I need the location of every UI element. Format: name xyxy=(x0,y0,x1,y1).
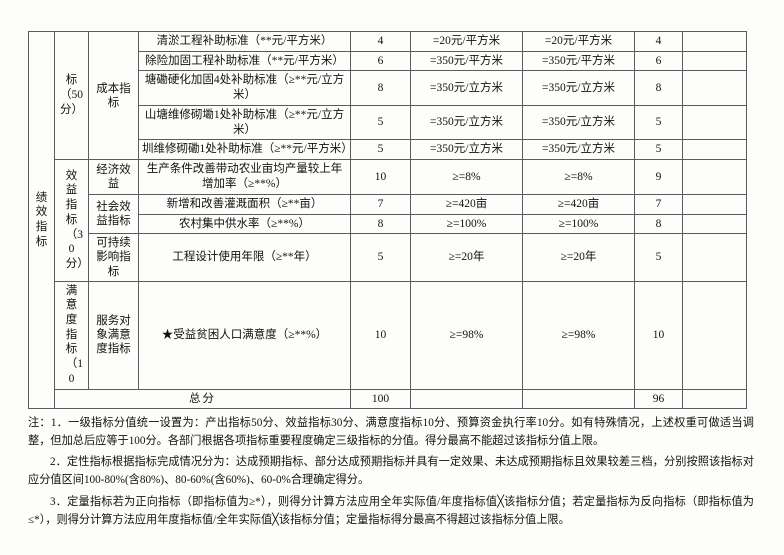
indicator-annual-target: ≥=420亩 xyxy=(410,194,523,215)
indicator-score: 8 xyxy=(634,70,683,106)
indicator-weight: 5 xyxy=(350,139,411,161)
indicator-name: 圳维修砌磡1处补助标准（≥**元/平方米） xyxy=(138,139,353,161)
indicator-remark xyxy=(682,50,747,72)
indicator-annual-target: ≥=98% xyxy=(410,280,523,390)
notes-prefix: 注： xyxy=(28,417,51,429)
indicator-remark xyxy=(682,104,747,141)
table-row: 满意度指标（10 服务对象满意度指标 ★受益贫困人口满意度（≥**%） 10 ≥… xyxy=(29,280,747,390)
performance-indicator-table: 绩效指标 标 （50 分） 成本指标 清淤工程补助标准（**元/平方米） 4 =… xyxy=(28,30,747,410)
indicator-score: 8 xyxy=(634,213,683,235)
total-remark xyxy=(682,388,747,410)
indicator-name: 清淤工程补助标准（**元/平方米） xyxy=(138,31,351,52)
indicator-name: 生产条件改善带动农业亩均产量较上年增加率（≥**%） xyxy=(138,159,351,196)
category-output-label: 标 （50 分） xyxy=(54,30,89,161)
indicator-remark xyxy=(682,31,747,52)
category-output-text: 标 （50 分） xyxy=(60,74,83,116)
indicator-annual-target: =20元/平方米 xyxy=(410,31,523,52)
indicator-score: 10 xyxy=(634,280,683,390)
indicator-score: 6 xyxy=(634,50,683,72)
indicator-remark xyxy=(682,139,747,161)
total-label: 总分 xyxy=(54,388,351,410)
total-weight: 100 xyxy=(350,388,411,410)
indicator-actual-value: ≥=98% xyxy=(522,280,635,390)
indicator-remark xyxy=(682,233,747,282)
group-economic-benefit: 经济效益 xyxy=(88,159,139,196)
note-item-3: 3．定量指标若为正向指标（即指标值为≥*），则得分计算方法应用全年实际值/年度指… xyxy=(28,493,754,529)
indicator-actual-value: ≥=100% xyxy=(522,213,635,235)
indicator-weight: 5 xyxy=(350,233,411,282)
table-total-row: 总分 100 96 xyxy=(29,388,747,410)
table-row: 塘磡硬化加固4处补助标准（≥**元/立方米） 8 =350元/立方米 =350元… xyxy=(29,70,747,106)
note-2-text: 2．定性指标根据指标完成情况分为：达成预期指标、部分达成预期指标并具有一定效果、… xyxy=(28,456,754,487)
indicator-score: 5 xyxy=(634,233,683,282)
indicator-name: 农村集中供水率（≥**%） xyxy=(138,213,351,235)
table-row: 圳维修砌磡1处补助标准（≥**元/平方米） 5 =350元/立方米 =350元/… xyxy=(29,139,747,161)
indicator-annual-target: ≥=100% xyxy=(410,213,523,235)
category-benefit-label: 效益指标（30分） xyxy=(54,159,89,282)
indicator-score: 9 xyxy=(634,159,683,196)
table-row: 山塘维修砌墈1处补助标准（≥**元/立方米） 5 =350元/立方米 =350元… xyxy=(29,104,747,141)
indicator-weight: 10 xyxy=(350,159,411,196)
indicator-remark xyxy=(682,280,747,390)
indicator-weight: 10 xyxy=(350,280,411,390)
notes-section: 注：1．一级指标分值统一设置为：产出指标50分、效益指标30分、满意度指标10分… xyxy=(28,414,754,532)
category-satisfaction-text: 满意度指标（10 xyxy=(65,284,83,385)
table-row: 效益指标（30分） 经济效益 生产条件改善带动农业亩均产量较上年增加率（≥**%… xyxy=(29,159,747,282)
table-row: 可持续影响指标 工程设计使用年限（≥**年） 5 ≥=20年 ≥=20年 5 xyxy=(29,233,747,282)
indicator-actual-value: =350元/立方米 xyxy=(522,70,635,106)
indicator-actual-value: =20元/平方米 xyxy=(522,31,635,52)
indicator-weight: 5 xyxy=(350,104,411,141)
indicator-actual-value: ≥=20年 xyxy=(522,233,635,282)
note-3-text: 3．定量指标若为正向指标（即指标值为≥*），则得分计算方法应用全年实际值/年度指… xyxy=(28,495,754,526)
indicator-name: 山塘维修砌墈1处补助标准（≥**元/立方米） xyxy=(138,104,351,141)
total-score: 96 xyxy=(634,388,683,410)
indicator-score: 5 xyxy=(634,139,683,161)
indicator-remark xyxy=(682,213,747,235)
indicator-weight: 8 xyxy=(350,213,411,235)
indicator-weight: 4 xyxy=(350,31,411,52)
table-row: 社会效益指标 新增和改善灌溉面积（≥**亩） 7 ≥=420亩 ≥=420亩 7 xyxy=(29,194,747,235)
indicator-annual-target: =350元/平方米 xyxy=(410,50,523,72)
indicator-name: 新增和改善灌溉面积（≥**亩） xyxy=(138,194,351,215)
indicator-weight: 7 xyxy=(350,194,411,215)
indicator-annual-target: =350元/立方米 xyxy=(410,104,523,141)
indicator-remark xyxy=(682,70,747,106)
level1-indicator-text: 绩效指标 xyxy=(35,191,48,248)
indicator-actual-value: =350元/平方米 xyxy=(522,50,635,72)
indicator-score: 5 xyxy=(634,104,683,141)
level1-indicator-label: 绩效指标 xyxy=(28,30,55,410)
indicator-annual-target: ≥=20年 xyxy=(410,233,523,282)
indicator-name: 除险加固工程补助标准（**元/平方米） xyxy=(138,50,351,72)
total-annual-target xyxy=(410,388,523,410)
category-benefit-text: 效益指标（30分） xyxy=(65,169,89,271)
indicator-name: 塘磡硬化加固4处补助标准（≥**元/立方米） xyxy=(138,70,351,106)
indicator-remark xyxy=(682,159,747,196)
performance-indicator-table-wrapper: 绩效指标 标 （50 分） 成本指标 清淤工程补助标准（**元/平方米） 4 =… xyxy=(28,30,747,410)
indicator-actual-value: ≥=8% xyxy=(522,159,635,196)
indicator-actual-value: =350元/立方米 xyxy=(522,104,635,141)
indicator-name: ★受益贫困人口满意度（≥**%） xyxy=(138,280,351,390)
indicator-annual-target: ≥=8% xyxy=(410,159,523,196)
indicator-remark xyxy=(682,194,747,215)
indicator-annual-target: =350元/立方米 xyxy=(410,139,523,161)
group-cost-indicator: 成本指标 xyxy=(88,30,139,161)
indicator-name: 工程设计使用年限（≥**年） xyxy=(138,233,351,282)
indicator-score: 4 xyxy=(634,31,683,52)
total-actual-value xyxy=(522,388,635,410)
category-satisfaction-label: 满意度指标（10 xyxy=(54,280,89,390)
table-row: 绩效指标 标 （50 分） 成本指标 清淤工程补助标准（**元/平方米） 4 =… xyxy=(28,30,747,410)
group-service-satisfaction: 服务对象满意度指标 xyxy=(88,280,139,390)
note-item-1: 注：1．一级指标分值统一设置为：产出指标50分、效益指标30分、满意度指标10分… xyxy=(28,414,754,450)
indicator-actual-value: =350元/立方米 xyxy=(522,139,635,161)
indicator-weight: 6 xyxy=(350,50,411,72)
indicator-actual-value: ≥=420亩 xyxy=(522,194,635,215)
note-1-text: 1．一级指标分值统一设置为：产出指标50分、效益指标30分、满意度指标10分、预… xyxy=(28,417,754,448)
indicator-score: 7 xyxy=(634,194,683,215)
group-sustainable-impact: 可持续影响指标 xyxy=(88,233,139,282)
note-item-2: 2．定性指标根据指标完成情况分为：达成预期指标、部分达成预期指标并具有一定效果、… xyxy=(28,453,754,489)
group-social-benefit: 社会效益指标 xyxy=(88,194,139,235)
indicator-weight: 8 xyxy=(350,70,411,106)
indicator-annual-target: =350元/立方米 xyxy=(410,70,523,106)
